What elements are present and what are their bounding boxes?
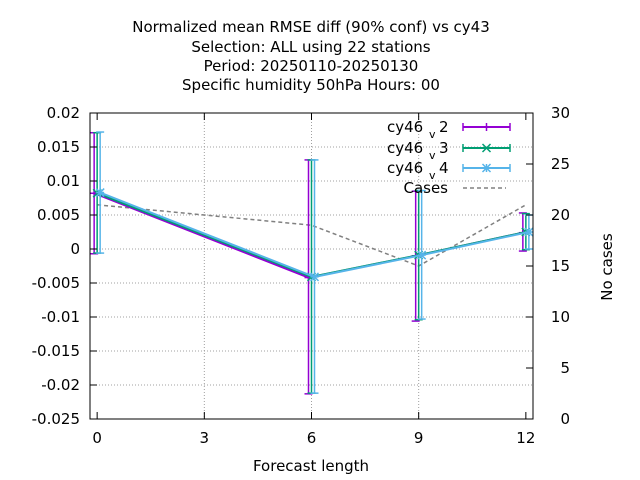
marker-stroke (481, 163, 492, 173)
data-point (417, 250, 427, 260)
x-tick-label: 3 (200, 429, 210, 447)
legend-label: cy46 (387, 159, 423, 177)
y-tick-label: -0.015 (32, 342, 80, 360)
y-tick-label: 0.01 (47, 172, 80, 190)
legend-label: Cases (403, 179, 448, 197)
legend-label-sub: v (429, 149, 436, 162)
data-point (481, 143, 492, 153)
chart-title: Normalized mean RMSE diff (90% conf) vs … (132, 18, 490, 94)
data-point (482, 123, 491, 131)
y2-tick-label: 15 (551, 257, 570, 275)
y2-tick-label: 10 (551, 308, 570, 326)
series-2 (90, 131, 527, 395)
legend-label: cy46 (387, 139, 423, 157)
title-line-2: Selection: ALL using 22 stations (191, 38, 430, 56)
y-tick-label: 0.005 (37, 206, 80, 224)
legend-label-suffix: 4 (439, 159, 449, 177)
cases-layer (97, 204, 527, 267)
legend-label-suffix: 2 (439, 118, 449, 136)
title-line-4: Specific humidity 50hPa Hours: 00 (182, 76, 440, 94)
data-point (524, 227, 534, 237)
marker-stroke (95, 188, 105, 198)
y2-axis-label: No cases (598, 233, 616, 301)
y-tick-label: 0 (70, 240, 80, 258)
title-line-1: Normalized mean RMSE diff (90% conf) vs … (132, 18, 490, 36)
marker-stroke (417, 250, 427, 260)
x-tick-label: 6 (307, 429, 317, 447)
title-line-3: Period: 20250110-20250130 (204, 57, 419, 75)
grid (90, 113, 533, 419)
x-tick-label: 12 (516, 429, 535, 447)
y2-tick-label: 25 (551, 155, 570, 173)
x-tick-label: 0 (92, 429, 102, 447)
y-tick-label: -0.005 (32, 274, 80, 292)
y2-tick-label: 0 (560, 410, 570, 428)
y2-tick-label: 20 (551, 206, 570, 224)
series-layer (90, 131, 534, 395)
data-point (481, 163, 492, 173)
x-axis-label: Forecast length (253, 457, 369, 475)
series-3 (92, 131, 531, 394)
y-tick-label: -0.02 (41, 376, 80, 394)
legend-label-sub: v (429, 169, 436, 182)
x-tick-label: 9 (414, 429, 424, 447)
marker-stroke (481, 143, 492, 153)
cases-line (97, 204, 527, 267)
data-point (309, 272, 320, 282)
series-line (99, 191, 530, 278)
series-4 (95, 131, 534, 394)
y-tick-label: -0.025 (32, 410, 80, 428)
marker-stroke (309, 272, 320, 282)
axes: 0 3 6 9 12 0.02 0.015 0.01 0.005 0 -0.005 -0.01 -0.0… (32, 104, 570, 447)
y2-tick-label: 5 (560, 359, 570, 377)
data-point (95, 188, 105, 198)
legend-label-sub: v (429, 128, 436, 141)
legend-label-suffix: 3 (439, 139, 449, 157)
y2-tick-label: 30 (551, 104, 570, 122)
legend-label: cy46 (387, 118, 423, 136)
marker-stroke (524, 227, 534, 237)
y-tick-label: -0.01 (41, 308, 80, 326)
y-tick-label: 0.02 (47, 104, 80, 122)
y-tick-label: 0.015 (37, 138, 80, 156)
